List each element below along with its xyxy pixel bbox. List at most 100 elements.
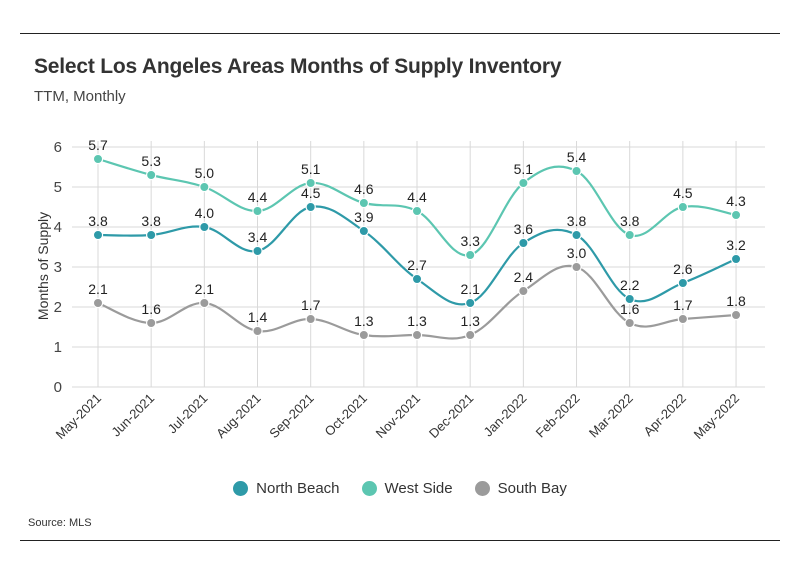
data-label-north-beach: 3.9 — [354, 209, 374, 225]
data-point-west-side — [571, 165, 582, 177]
legend-item-south-bay[interactable]: South Bay — [474, 480, 567, 497]
x-tick-label: Nov-2021 — [373, 391, 423, 441]
data-label-south-bay: 2.4 — [514, 269, 534, 285]
data-label-north-beach: 3.2 — [726, 237, 746, 253]
line-chart: 0 1 2 3 4 5 6 May-2021 Jun-2021 Jul-2021 Aug-2021 S… — [35, 137, 765, 442]
legend-swatch-south-bay — [474, 481, 490, 496]
data-label-north-beach: 2.1 — [460, 281, 480, 297]
legend-label-south-bay: South Bay — [497, 480, 567, 497]
x-tick-label: Sep-2021 — [266, 391, 316, 441]
data-point-west-side — [252, 205, 263, 217]
data-point-west-side — [199, 181, 210, 193]
chart-title: Select Los Angeles Areas Months of Suppl… — [34, 55, 562, 78]
data-point-north-beach — [145, 229, 157, 241]
bottom-rule — [20, 540, 780, 541]
data-label-south-bay: 1.6 — [620, 301, 640, 317]
data-label-south-bay: 1.3 — [407, 313, 427, 329]
y-tick-label: 6 — [54, 139, 62, 156]
data-point-north-beach — [624, 293, 635, 305]
y-tick-label: 0 — [54, 379, 62, 396]
top-rule — [20, 33, 780, 34]
data-point-north-beach — [571, 229, 582, 241]
data-label-north-beach: 2.2 — [620, 277, 640, 293]
data-label-west-side: 4.6 — [354, 181, 374, 197]
x-tick-label: May-2021 — [53, 391, 104, 442]
data-label-north-beach: 2.7 — [407, 257, 427, 273]
data-point-west-side — [624, 229, 635, 241]
data-label-west-side: 4.3 — [726, 193, 746, 209]
x-tick-label: Aug-2021 — [213, 391, 263, 441]
legend-label-north-beach: North Beach — [256, 480, 340, 497]
y-tick-label: 4 — [54, 219, 62, 236]
data-point-south-bay — [411, 329, 423, 341]
data-label-north-beach: 3.8 — [567, 213, 587, 229]
data-point-south-bay — [464, 329, 476, 341]
data-point-north-beach — [518, 237, 529, 249]
legend-item-north-beach[interactable]: North Beach — [233, 480, 340, 497]
data-label-west-side: 4.5 — [673, 185, 693, 201]
y-tick-label: 3 — [54, 259, 62, 276]
data-point-north-beach — [464, 297, 476, 309]
data-label-west-side: 5.4 — [567, 149, 587, 165]
data-point-west-side — [518, 177, 529, 189]
data-label-north-beach: 3.8 — [88, 213, 108, 229]
data-point-south-bay — [145, 317, 157, 329]
y-tick-label: 2 — [54, 299, 62, 316]
y-tick-label: 1 — [54, 339, 62, 356]
x-tick-label: Feb-2022 — [533, 391, 583, 441]
data-point-north-beach — [677, 277, 689, 289]
data-label-south-bay: 1.4 — [248, 309, 268, 325]
data-label-west-side: 4.4 — [248, 189, 268, 205]
y-axis-label: Months of Supply — [35, 212, 51, 320]
data-point-south-bay — [677, 313, 689, 325]
data-label-west-side: 5.3 — [141, 153, 161, 169]
data-label-west-side: 5.0 — [195, 165, 215, 181]
data-point-west-side — [677, 201, 689, 213]
legend-item-west-side[interactable]: West Side — [361, 480, 453, 497]
data-label-south-bay: 1.7 — [673, 297, 693, 313]
source-note: Source: MLS — [28, 517, 92, 529]
data-label-north-beach: 2.6 — [673, 261, 693, 277]
data-label-north-beach: 4.0 — [195, 205, 215, 221]
data-label-west-side: 4.4 — [407, 189, 427, 205]
data-label-west-side: 3.8 — [620, 213, 640, 229]
data-point-north-beach — [252, 245, 263, 257]
data-point-south-bay — [518, 285, 529, 297]
x-tick-label: Mar-2022 — [586, 391, 636, 441]
data-point-south-bay — [358, 329, 370, 341]
data-point-west-side — [305, 177, 316, 189]
data-point-north-beach — [305, 201, 316, 213]
x-tick-label: May-2022 — [691, 391, 742, 442]
chart-legend: North Beach West Side South Bay — [0, 480, 800, 497]
data-point-west-side — [358, 197, 370, 209]
data-point-west-side — [730, 209, 742, 221]
data-point-north-beach — [730, 253, 742, 265]
data-label-north-beach: 4.5 — [301, 185, 321, 201]
data-point-west-side — [464, 249, 476, 261]
data-point-south-bay — [305, 313, 316, 325]
data-point-north-beach — [199, 221, 210, 233]
data-label-south-bay: 2.1 — [195, 281, 215, 297]
data-label-south-bay: 1.8 — [726, 293, 746, 309]
data-label-south-bay: 1.6 — [141, 301, 161, 317]
x-tick-label: Jan-2022 — [481, 391, 530, 440]
data-label-west-side: 5.1 — [301, 161, 321, 177]
data-label-south-bay: 2.1 — [88, 281, 108, 297]
x-tick-label: Jul-2021 — [165, 391, 211, 437]
legend-swatch-west-side — [361, 481, 377, 496]
legend-label-west-side: West Side — [384, 480, 453, 497]
x-tick-label: Jun-2021 — [108, 391, 157, 440]
data-point-south-bay — [624, 317, 635, 329]
data-point-west-side — [145, 169, 157, 181]
data-label-west-side: 3.3 — [460, 233, 480, 249]
data-point-west-side — [411, 205, 423, 217]
data-point-south-bay — [252, 325, 263, 337]
data-point-north-beach — [92, 229, 104, 241]
data-label-west-side: 5.7 — [88, 137, 108, 153]
data-point-south-bay — [571, 261, 582, 273]
data-point-north-beach — [411, 273, 423, 285]
data-point-south-bay — [199, 297, 210, 309]
data-label-west-side: 5.1 — [514, 161, 534, 177]
data-label-north-beach: 3.8 — [141, 213, 161, 229]
chart-subtitle: TTM, Monthly — [34, 88, 126, 105]
